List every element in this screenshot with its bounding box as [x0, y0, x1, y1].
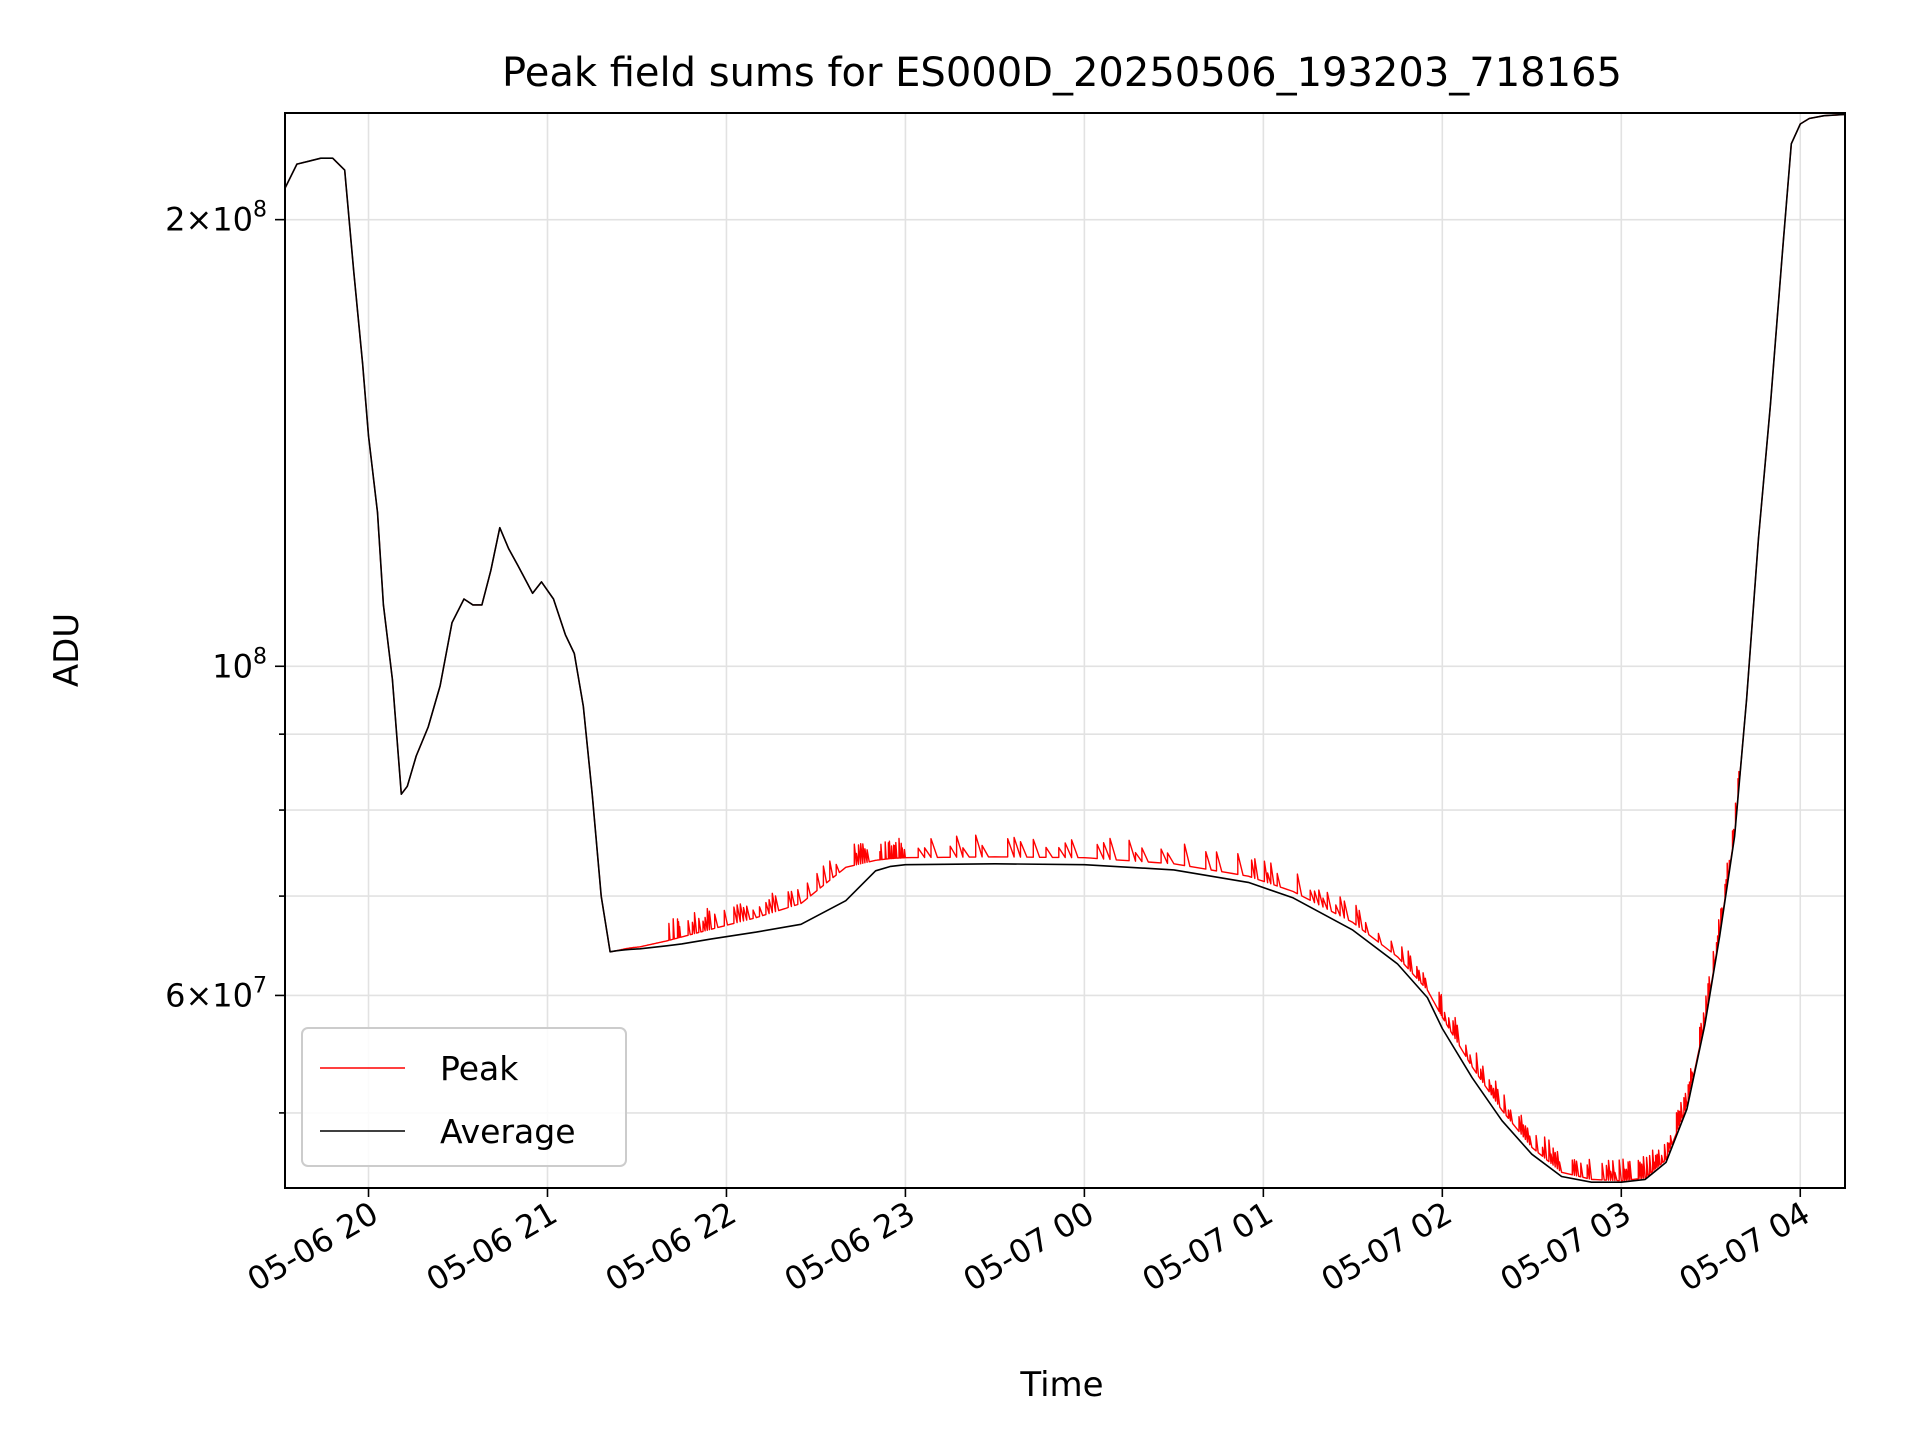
y-tick-label: 6×107 [165, 973, 267, 1014]
plot-frame [284, 112, 1846, 1189]
grid [285, 113, 1845, 1188]
series-line-average [284, 113, 1846, 1183]
chart-title: Peak field sums for ES000D_20250506_1932… [502, 50, 1622, 96]
legend: Peak Average [301, 1027, 627, 1167]
y-tick-label: 108 [212, 644, 267, 685]
legend-label-average: Average [440, 1112, 576, 1151]
x-axis-label: Time [1019, 1365, 1103, 1405]
y-axis-label: ADU [47, 613, 87, 687]
legend-label-peak: Peak [440, 1049, 519, 1088]
y-tick-label: 2×108 [165, 198, 267, 239]
plot-series [284, 113, 1846, 1183]
